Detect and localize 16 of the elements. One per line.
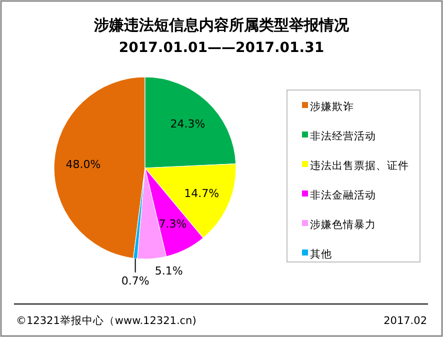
legend-label: 非法经营活动	[310, 130, 376, 142]
data-label: 0.7%	[121, 274, 150, 288]
data-label: 24.3%	[170, 117, 206, 130]
data-label: 14.7%	[184, 186, 220, 200]
data-label: 5.1%	[154, 264, 183, 278]
legend-label: 违法出售票据、证件	[310, 159, 409, 172]
text: 2017.02	[384, 315, 427, 327]
data-label: 48.0%	[66, 158, 101, 172]
text: ©12321举报中心（www.12321.cn)	[16, 314, 196, 327]
chart-title: 涉嫌违法短信息内容所属类型举报情况	[93, 16, 350, 34]
data-label: 7.3%	[158, 217, 187, 230]
chart-subtitle: 2017.01.01——2017.01.31	[118, 40, 324, 56]
legend-label: 非法金融活动	[310, 188, 376, 202]
legend-label: 涉嫌欺诈	[310, 100, 354, 113]
legend-label: 其他	[310, 248, 332, 260]
legend-label: 涉嫌色情暴力	[310, 218, 376, 231]
